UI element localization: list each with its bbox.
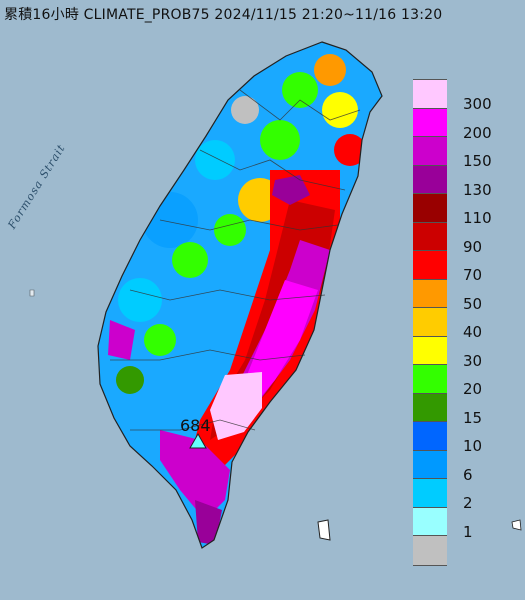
legend-label: 130: [463, 180, 492, 199]
legend-swatch: [413, 250, 447, 280]
legend-label: 200: [463, 123, 492, 142]
legend-swatch: [413, 307, 447, 337]
legend-swatch: [413, 364, 447, 394]
legend-label: 30: [463, 351, 483, 370]
legend-swatch: [413, 193, 447, 223]
legend-label: 110: [463, 209, 492, 227]
legend-label: 40: [463, 323, 483, 341]
legend-label: 150: [463, 152, 492, 170]
legend-swatch: [413, 107, 447, 137]
legend-swatch: [413, 221, 447, 251]
legend-label: 70: [463, 266, 483, 284]
legend-swatch: [413, 79, 447, 109]
map-title: 累積16小時 CLIMATE_PROB75 2024/11/15 21:20~1…: [4, 7, 443, 23]
legend-swatch: [413, 478, 447, 508]
max-location-triangle-icon: [189, 433, 207, 449]
legend-swatch: [413, 506, 447, 536]
legend-label: 15: [463, 408, 483, 427]
legend-label: 20: [463, 380, 483, 398]
legend-swatch: [413, 449, 447, 479]
legend-label: 6: [463, 465, 473, 484]
legend-swatch: [413, 164, 447, 194]
legend-label: 1: [463, 522, 473, 541]
legend-swatch: [413, 136, 447, 166]
legend-label: 90: [463, 237, 483, 256]
legend-swatch: [413, 421, 447, 451]
legend-label: 300: [463, 95, 492, 113]
legend-swatch: [413, 335, 447, 365]
legend-swatch: [413, 535, 447, 566]
legend-swatch: [413, 278, 447, 308]
max-value-label: 684: [180, 416, 211, 435]
legend-label: 10: [463, 437, 483, 455]
legend-swatch: [413, 392, 447, 422]
legend-label: 2: [463, 494, 473, 512]
legend-label: 50: [463, 294, 483, 313]
